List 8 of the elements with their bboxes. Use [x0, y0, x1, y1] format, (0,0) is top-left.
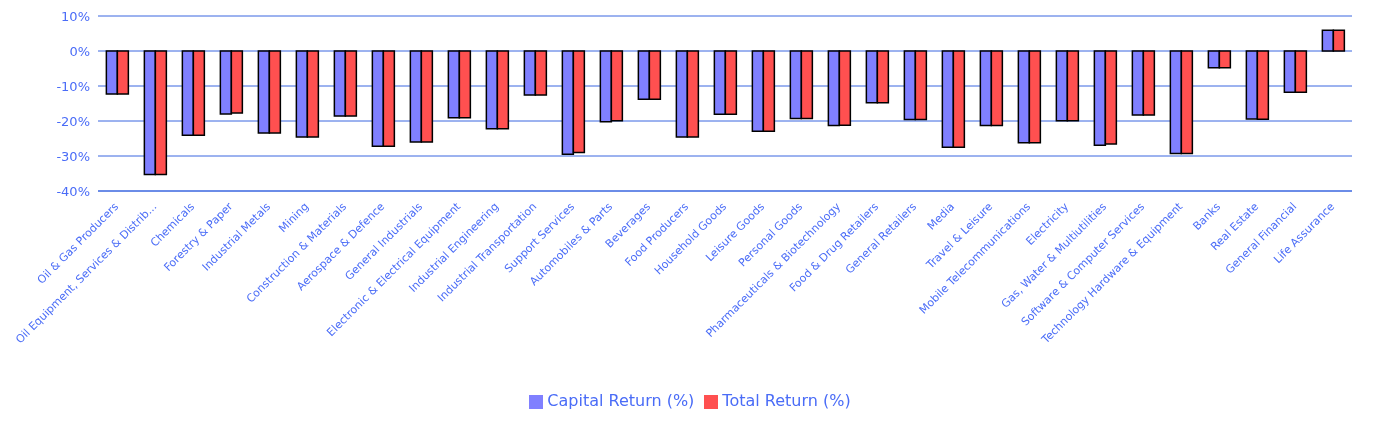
y-tick-label: 10% — [61, 8, 90, 24]
legend-label: Total Return (%) — [722, 391, 851, 410]
y-tick-label: -20% — [56, 113, 90, 129]
y-tick-label: -40% — [56, 183, 90, 199]
y-tick-label: 0% — [69, 43, 90, 59]
y-tick-label: -10% — [56, 78, 90, 94]
y-tick-label: -30% — [56, 148, 90, 164]
legend-label: Capital Return (%) — [547, 391, 695, 410]
